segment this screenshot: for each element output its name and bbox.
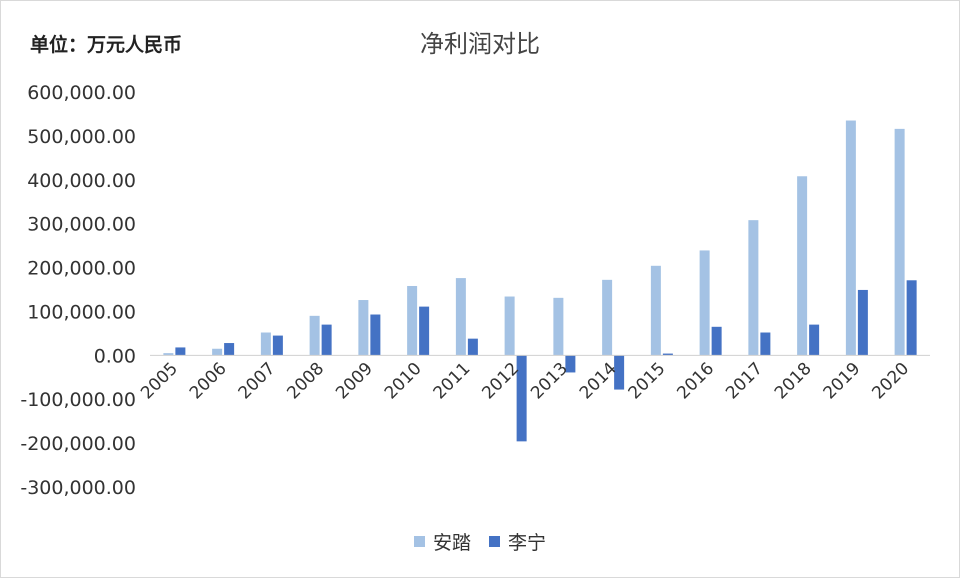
bar-anta xyxy=(455,278,466,356)
bar-lining xyxy=(175,347,186,356)
x-tick-label: 2007 xyxy=(235,359,280,404)
bar-anta xyxy=(894,128,905,356)
bars xyxy=(163,120,917,442)
x-tick-label: 2018 xyxy=(771,359,816,404)
bar-lining xyxy=(224,343,235,356)
y-tick-label: 500,000.00 xyxy=(27,126,136,148)
bar-lining xyxy=(711,326,722,356)
bar-lining xyxy=(760,332,771,356)
x-tick-label: 2010 xyxy=(381,359,426,404)
bar-anta xyxy=(212,348,223,356)
x-tick-label: 2020 xyxy=(868,359,913,404)
bar-anta xyxy=(699,250,710,356)
x-tick-label: 2011 xyxy=(430,359,475,404)
bar-lining xyxy=(467,338,478,356)
x-tick-label: 2008 xyxy=(283,359,328,404)
bar-lining xyxy=(321,324,332,356)
bar-anta xyxy=(553,297,564,356)
legend: 安踏 李宁 xyxy=(0,528,960,555)
bar-lining xyxy=(419,306,430,356)
bar-lining xyxy=(516,355,527,442)
bar-anta xyxy=(748,220,759,356)
legend-item-anta: 安踏 xyxy=(413,528,471,555)
x-tick-label: 2017 xyxy=(722,359,767,404)
x-tick-label: 2016 xyxy=(673,359,718,404)
bar-lining xyxy=(272,335,283,356)
bar-anta xyxy=(845,120,856,356)
x-tick-label: 2019 xyxy=(820,359,865,404)
x-tick-label: 2009 xyxy=(332,359,377,404)
bar-anta xyxy=(309,315,320,356)
x-tick-label: 2012 xyxy=(478,359,523,404)
bar-anta xyxy=(407,285,418,356)
unit-label: 单位：万元人民币 xyxy=(30,34,183,56)
y-tick-label: -300,000.00 xyxy=(20,477,136,499)
bar-anta xyxy=(650,265,661,356)
legend-item-lining: 李宁 xyxy=(489,528,546,555)
bar-lining xyxy=(809,324,820,356)
bar-lining xyxy=(614,355,625,390)
x-tick-label: 2013 xyxy=(527,359,572,404)
legend-label-lining: 李宁 xyxy=(508,532,547,554)
y-tick-label: 100,000.00 xyxy=(27,301,136,323)
x-tick-label: 2015 xyxy=(625,359,670,404)
y-tick-label: -100,000.00 xyxy=(20,389,136,411)
legend-swatch-anta xyxy=(413,536,425,547)
bar-anta xyxy=(504,296,515,356)
legend-label-anta: 安踏 xyxy=(432,532,471,554)
bar-anta xyxy=(163,353,174,356)
bar-anta xyxy=(602,279,613,356)
bar-anta xyxy=(358,300,369,356)
y-tick-label: 0.00 xyxy=(94,345,136,367)
bar-lining xyxy=(906,280,917,356)
y-tick-label: 400,000.00 xyxy=(27,170,136,192)
bar-anta xyxy=(797,176,808,356)
y-tick-label: 200,000.00 xyxy=(27,258,136,280)
bar-lining xyxy=(565,355,576,373)
bar-anta xyxy=(260,332,271,356)
chart-title: 净利润对比 xyxy=(420,30,540,58)
y-axis-ticks: 600,000.00 500,000.00 400,000.00 300,000.00… xyxy=(20,82,136,499)
bar-lining xyxy=(370,314,381,356)
legend-swatch-lining xyxy=(489,536,500,547)
bar-lining xyxy=(662,353,673,356)
x-tick-label: 2014 xyxy=(576,359,621,404)
bar-lining xyxy=(857,289,868,356)
x-tick-label: 2006 xyxy=(186,359,231,404)
x-tick-label: 2005 xyxy=(137,359,182,404)
y-tick-label: 600,000.00 xyxy=(27,82,136,104)
y-tick-label: -200,000.00 xyxy=(20,433,136,455)
y-tick-label: 300,000.00 xyxy=(27,214,136,236)
